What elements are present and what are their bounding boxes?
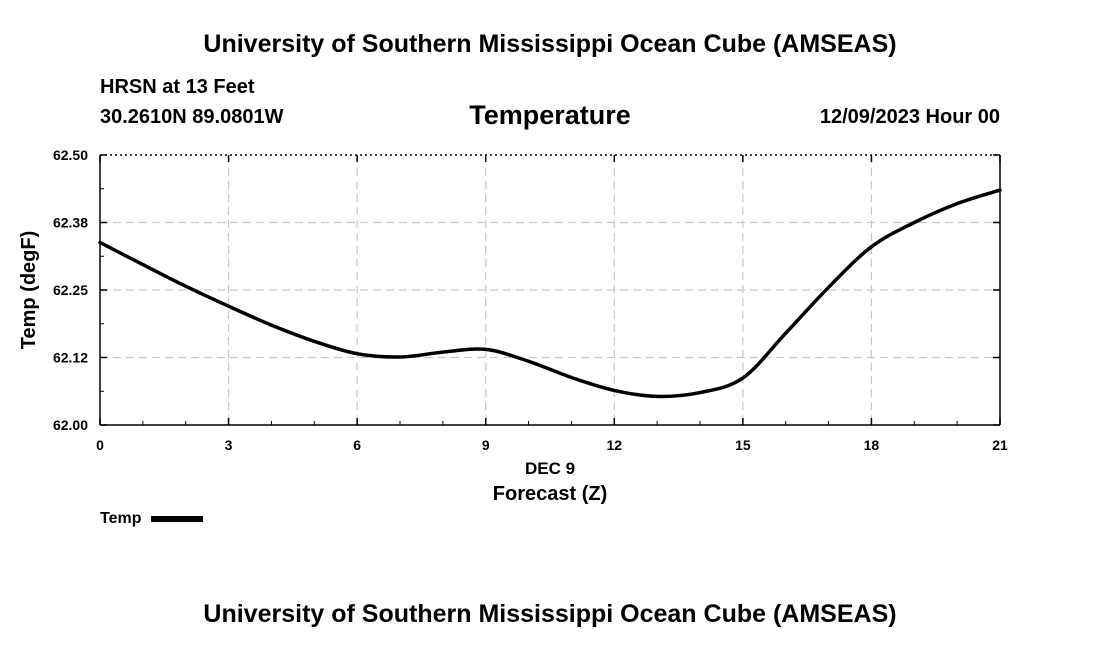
station-coordinates: 30.2610N 89.0801W bbox=[100, 106, 284, 128]
y-tick-label: 62.38 bbox=[53, 215, 88, 231]
y-axis-label: Temp (degF) bbox=[18, 231, 40, 350]
y-tick-label: 62.50 bbox=[53, 147, 88, 163]
y-tick-label: 62.12 bbox=[53, 350, 88, 366]
x-tick-label: 0 bbox=[96, 437, 104, 453]
page-title: University of Southern Mississippi Ocean… bbox=[203, 30, 897, 58]
x-axis-label: Forecast (Z) bbox=[493, 483, 607, 505]
x-tick-label: 6 bbox=[353, 437, 361, 453]
station-label: HRSN at 13 Feet bbox=[100, 76, 255, 98]
axis-labels: DEC 9 Forecast (Z) Temp (degF) bbox=[18, 231, 607, 505]
x-tick-label: 15 bbox=[735, 437, 751, 453]
x-tick-label: 9 bbox=[482, 437, 490, 453]
grid bbox=[100, 155, 1000, 425]
x-axis-date-label: DEC 9 bbox=[525, 459, 575, 478]
y-tick-label: 62.25 bbox=[53, 282, 88, 298]
footer-title: University of Southern Mississippi Ocean… bbox=[203, 600, 897, 628]
x-tick-label: 21 bbox=[992, 437, 1008, 453]
x-tick-label: 12 bbox=[606, 437, 622, 453]
legend-line-swatch bbox=[151, 516, 204, 522]
x-tick-label: 3 bbox=[225, 437, 233, 453]
y-tick-label: 62.00 bbox=[53, 417, 88, 433]
series-line-temp bbox=[98, 188, 1002, 399]
x-tick-label: 18 bbox=[864, 437, 880, 453]
chart-title: Temperature bbox=[469, 100, 631, 130]
legend: Temp bbox=[100, 510, 204, 528]
valid-time: 12/09/2023 Hour 00 bbox=[819, 106, 1000, 128]
axis-ticks: 0 3 6 9 12 15 18 21 62.00 62.12 62.25 62.38 62.50 bbox=[53, 147, 1008, 453]
series-layer bbox=[98, 188, 1002, 399]
legend-label: Temp bbox=[100, 510, 142, 527]
